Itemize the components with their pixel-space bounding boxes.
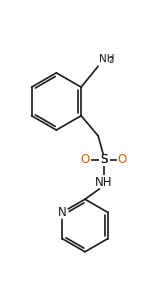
Text: 2: 2 xyxy=(109,56,113,65)
Text: N: N xyxy=(58,206,67,219)
Text: NH: NH xyxy=(95,176,112,189)
Text: NH: NH xyxy=(99,54,115,64)
Text: S: S xyxy=(100,153,107,166)
Text: O: O xyxy=(80,153,90,166)
Text: S: S xyxy=(100,153,107,166)
Text: O: O xyxy=(117,153,127,166)
